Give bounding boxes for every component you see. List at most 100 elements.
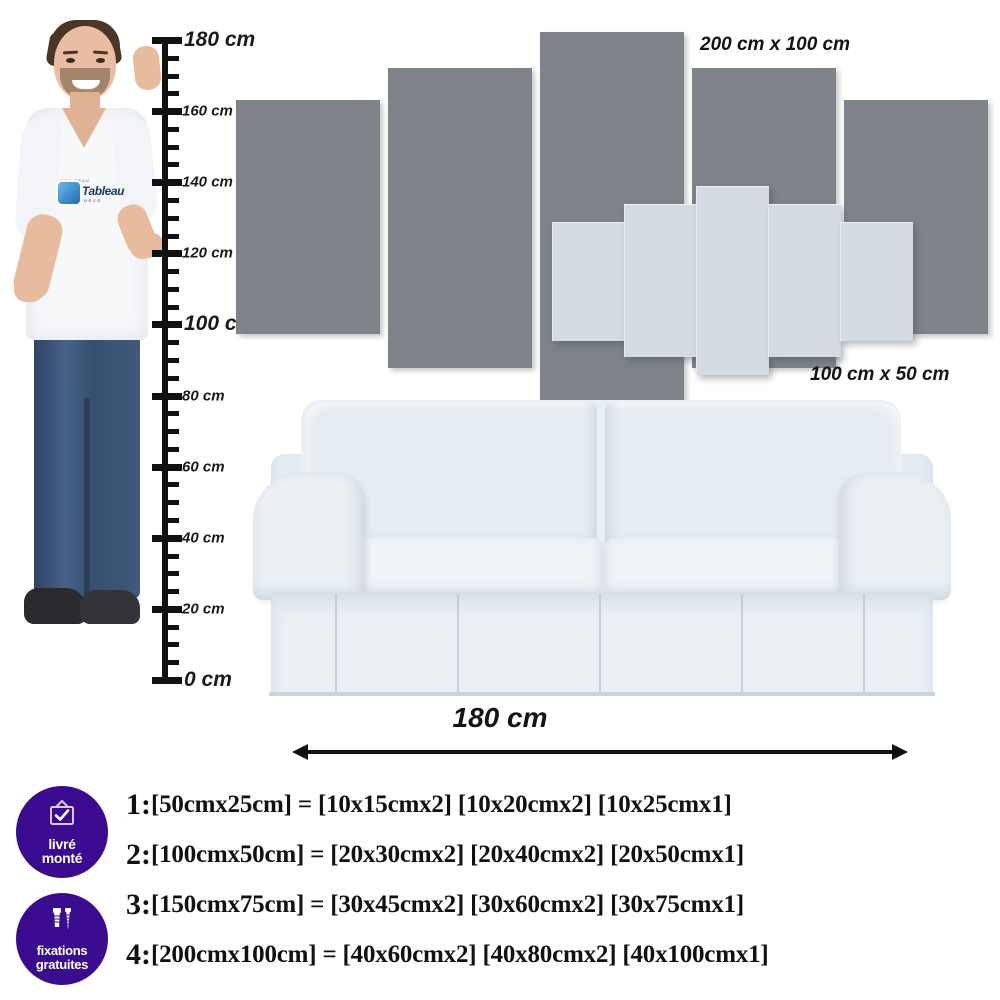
- ruler-label-120: 120 cm: [182, 244, 233, 262]
- ruler-label-160: 160 cm: [182, 102, 233, 120]
- ruler-tick-minor: [162, 624, 179, 630]
- height-ruler: 180 cm 160 cm 140 cm 120 cm 100 cm 80 cm 60 cm…: [152, 28, 255, 691]
- ruler-tick-minor: [162, 642, 179, 648]
- hand-left: [14, 276, 44, 302]
- size-breakdown-index: 2:: [126, 838, 151, 871]
- ruler-tick-minor: [162, 198, 179, 203]
- badge-fixations-gratuites[interactable]: fixations gratuites: [16, 893, 108, 985]
- ruler-label-20: 20 cm: [182, 600, 225, 618]
- ruler-tick-major: [152, 463, 182, 471]
- size-breakdown-index: 1:: [126, 788, 151, 821]
- small-panel-2: [624, 204, 697, 357]
- ruler-tick-minor: [162, 215, 179, 221]
- ruler-tick-minor: [162, 162, 179, 168]
- ruler-tick-major: [152, 534, 182, 542]
- size-breakdown-text: [50cmx25cm] = [10x15cmx2] [10x20cmx2] [1…: [151, 791, 732, 818]
- sofa-base-line: [269, 692, 935, 696]
- size-breakdown-index: 4:: [126, 938, 151, 971]
- size-breakdown-text: [150cmx75cm] = [30x45cmx2] [30x60cmx2] […: [151, 891, 744, 918]
- shoe-right: [80, 590, 140, 624]
- size-breakdown-index: 3:: [126, 888, 151, 921]
- ruler-tick-minor: [162, 375, 179, 381]
- badge-livre-monte[interactable]: livré monté: [16, 786, 108, 878]
- sofa: [243, 378, 959, 708]
- ruler-label-140: 140 cm: [182, 173, 233, 191]
- small-panel-4: [768, 204, 841, 357]
- canvas-panel-set: 200 cm x 100 cm 100 cm x 50 cm: [230, 24, 990, 400]
- ruler-label-80: 80 cm: [182, 387, 225, 405]
- sofa-seat-cushion-right: [605, 538, 855, 596]
- small-panel-5: [840, 222, 913, 341]
- size-breakdown-text: [200cmx100cm] = [40x60cmx2] [40x80cmx2] …: [151, 941, 769, 968]
- ruler-tick-minor: [162, 340, 179, 346]
- ruler-tick-minor: [162, 482, 179, 488]
- ruler-tick-major: [152, 179, 182, 187]
- ruler-label-40: 40 cm: [182, 529, 225, 547]
- sofa-skirt-fold: [599, 594, 601, 694]
- framed-picture-check-icon: [45, 799, 79, 834]
- ruler-tick-major: [152, 321, 182, 329]
- ruler-tick-minor: [162, 55, 179, 61]
- arrow-right-head-icon: [892, 744, 908, 760]
- size-breakdown-row: 2: [100cmx50cm] = [20x30cmx2] [20x40cmx2]…: [126, 830, 996, 880]
- sofa-arm-right: [839, 474, 951, 600]
- small-panel-3: [696, 186, 769, 375]
- ruler-tick-major: [152, 392, 182, 400]
- leg-split: [84, 398, 90, 598]
- large-panel-2: [388, 68, 532, 368]
- small-panel-1: [552, 222, 625, 341]
- logo-mark-icon: [58, 182, 80, 204]
- badge-line1: fixations: [36, 943, 88, 958]
- large-set-dimension-label: 200 cm x 100 cm: [700, 34, 851, 55]
- arrow-line: [306, 750, 894, 754]
- model-person: MON BEAU Tableau DECO: [10, 18, 168, 688]
- sofa-seat-cushion-left: [349, 538, 601, 596]
- ruler-tick-major: [152, 37, 182, 44]
- ruler-tick-minor: [162, 571, 179, 577]
- sofa-skirt-fold: [741, 594, 743, 694]
- logo-sub-text: DECO: [84, 198, 102, 203]
- ruler-tick-minor: [162, 358, 179, 363]
- size-breakdown-row: 3: [150cmx75cm] = [30x45cmx2] [30x60cmx2]…: [126, 880, 996, 930]
- ruler-tick-minor: [162, 589, 179, 595]
- ruler-tick-major: [152, 250, 182, 258]
- large-panel-1: [236, 100, 380, 334]
- badge-line2: monté: [41, 850, 83, 866]
- ruler-label-0: 0 cm: [184, 668, 232, 691]
- sofa-width-arrow: [292, 742, 908, 762]
- ruler-tick-minor: [162, 553, 179, 559]
- badge-line1: livré: [48, 836, 76, 852]
- ruler-tick-minor: [162, 269, 179, 275]
- ruler-tick-minor: [162, 660, 179, 666]
- ruler-label-180: 180 cm: [184, 28, 256, 51]
- size-breakdown-row: 4: [200cmx100cm] = [40x60cmx2] [40x80cmx2…: [126, 930, 996, 980]
- ruler-tick-minor: [162, 429, 179, 435]
- tshirt-logo: MON BEAU Tableau DECO: [58, 178, 125, 208]
- ruler-tick-major: [152, 677, 182, 684]
- size-breakdown-row: 1: [50cmx25cm] = [10x15cmx2] [10x20cmx2] …: [126, 780, 996, 830]
- eye-left: [66, 58, 75, 63]
- upper-arm-right: [122, 122, 150, 182]
- ruler-tick-minor: [162, 91, 179, 97]
- logo-top-text: MON BEAU: [60, 178, 90, 183]
- sofa-skirt-fold: [863, 594, 865, 694]
- ruler-tick-minor: [162, 446, 179, 452]
- ruler-tick-minor: [162, 500, 179, 506]
- shoe-left: [24, 588, 86, 624]
- ruler-tick-minor: [162, 304, 179, 310]
- ruler-tick-minor: [162, 233, 179, 239]
- eye-right: [96, 58, 105, 63]
- size-breakdown-text: [100cmx50cm] = [20x30cmx2] [20x40cmx2] […: [151, 841, 744, 868]
- ruler-tick-minor: [162, 286, 179, 292]
- mouth: [72, 80, 100, 91]
- ruler-tick-minor: [162, 126, 179, 132]
- badge-line2: gratuites: [35, 957, 89, 972]
- screw-anchor-icon: [45, 906, 79, 941]
- ruler-tick-minor: [162, 518, 179, 523]
- small-set-dimension-label: 100 cm x 50 cm: [810, 364, 950, 385]
- sofa-arm-left: [253, 474, 365, 600]
- sofa-skirt-fold: [457, 594, 459, 694]
- ruler-tick-major: [152, 108, 182, 116]
- size-breakdown-list: 1: [50cmx25cm] = [10x15cmx2] [10x20cmx2] …: [126, 780, 996, 980]
